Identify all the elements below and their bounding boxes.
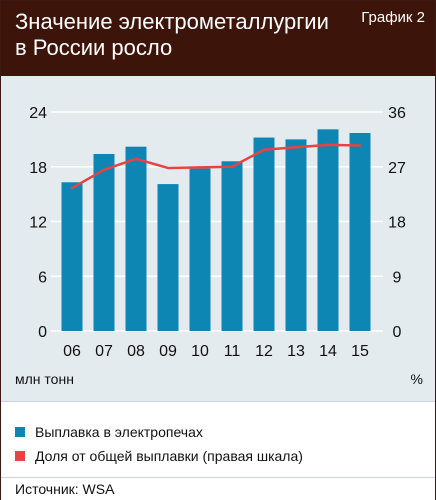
x-axis-tick-label: 10 bbox=[191, 343, 209, 360]
title-line-1: Значение электрометаллургии bbox=[15, 9, 329, 34]
bar bbox=[93, 153, 115, 331]
right-axis-tick-label: 18 bbox=[388, 215, 406, 232]
share-point bbox=[134, 157, 138, 161]
share-point bbox=[198, 166, 202, 169]
share-point bbox=[166, 166, 170, 170]
left-axis-tick-label: 0 bbox=[38, 324, 47, 341]
chart-header: Значение электрометаллургии в России рос… bbox=[1, 1, 435, 76]
bar bbox=[221, 161, 243, 331]
share-point bbox=[230, 165, 234, 168]
left-axis-tick-label: 12 bbox=[29, 215, 47, 232]
legend-item-bars: Выплавка в электропечах bbox=[15, 424, 203, 440]
right-axis-tick-label: 27 bbox=[388, 160, 406, 177]
source-bar: Источник: WSA bbox=[1, 477, 435, 500]
legend-label-bars: Выплавка в электропечах bbox=[35, 424, 203, 440]
x-axis-tick-label: 14 bbox=[319, 343, 337, 360]
right-axis-tick-label: 9 bbox=[393, 269, 402, 286]
share-point bbox=[70, 186, 74, 190]
bar bbox=[157, 184, 179, 331]
right-axis-tick-label: 36 bbox=[388, 105, 406, 122]
chart-title: Значение электрометаллургии в России рос… bbox=[15, 9, 345, 61]
share-line bbox=[71, 143, 361, 190]
bar bbox=[125, 146, 147, 331]
bar bbox=[349, 132, 371, 331]
legend-swatch-bars bbox=[15, 427, 25, 437]
share-point bbox=[294, 146, 298, 149]
share-point bbox=[102, 168, 106, 171]
x-axis-tick-label: 12 bbox=[255, 343, 273, 360]
share-point bbox=[326, 143, 330, 147]
legend-swatch-line bbox=[15, 451, 25, 461]
left-axis-unit: млн тонн bbox=[15, 371, 74, 387]
bar bbox=[189, 168, 211, 331]
x-axis-tick-label: 11 bbox=[224, 343, 241, 360]
share-point bbox=[262, 148, 266, 151]
x-axis-tick-label: 09 bbox=[159, 343, 177, 360]
bar bbox=[61, 182, 83, 331]
x-axis-tick-label: 06 bbox=[63, 343, 81, 360]
legend-label-line: Доля от общей выплавки (правая шкала) bbox=[35, 448, 303, 464]
source-text: Источник: WSA bbox=[15, 481, 115, 497]
share-point bbox=[358, 144, 362, 147]
x-axis-tick-label: 13 bbox=[287, 343, 305, 360]
legend-item-line: Доля от общей выплавки (правая шкала) bbox=[15, 448, 303, 464]
chart-number-tag: График 2 bbox=[361, 9, 425, 26]
x-axis-tick-label: 08 bbox=[127, 343, 145, 360]
left-axis-tick-label: 24 bbox=[29, 105, 47, 122]
right-axis-tick-label: 0 bbox=[393, 324, 402, 341]
left-axis-tick-label: 6 bbox=[38, 269, 47, 286]
bar bbox=[317, 129, 339, 331]
legend: Выплавка в электропечах Доля от общей вы… bbox=[1, 401, 435, 477]
x-axis-tick-label: 15 bbox=[351, 343, 369, 360]
left-axis-tick-label: 18 bbox=[29, 160, 47, 177]
x-axis-tick-label: 07 bbox=[95, 343, 113, 360]
bar bbox=[285, 139, 307, 331]
right-axis-unit: % bbox=[410, 371, 423, 387]
title-line-2: в России росло bbox=[15, 35, 173, 60]
bar bbox=[253, 137, 275, 331]
